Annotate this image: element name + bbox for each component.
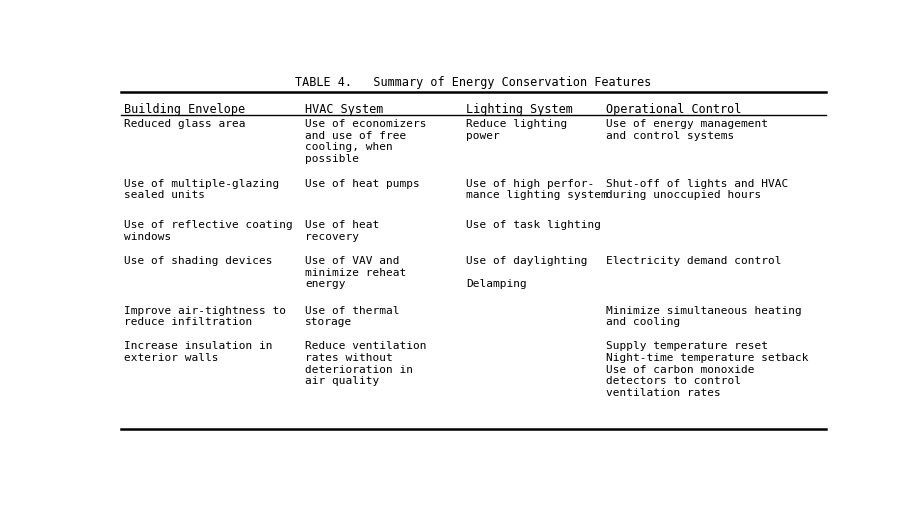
- Text: Lighting System: Lighting System: [467, 104, 573, 116]
- Text: Use of high perfor-
mance lighting system: Use of high perfor- mance lighting syste…: [467, 179, 608, 200]
- Text: Use of thermal
storage: Use of thermal storage: [305, 306, 400, 327]
- Text: Use of VAV and
minimize reheat
energy: Use of VAV and minimize reheat energy: [305, 256, 407, 289]
- Text: Increase insulation in
exterior walls: Increase insulation in exterior walls: [124, 341, 273, 363]
- Text: Operational Control: Operational Control: [606, 104, 741, 116]
- Text: Minimize simultaneous heating
and cooling: Minimize simultaneous heating and coolin…: [606, 306, 802, 327]
- Text: Shut-off of lights and HVAC
during unoccupied hours: Shut-off of lights and HVAC during unocc…: [606, 179, 788, 200]
- Text: Use of energy management
and control systems: Use of energy management and control sys…: [606, 119, 768, 141]
- Text: Reduce ventilation
rates without
deterioration in
air quality: Reduce ventilation rates without deterio…: [305, 341, 427, 386]
- Text: HVAC System: HVAC System: [305, 104, 383, 116]
- Text: TABLE 4.   Summary of Energy Conservation Features: TABLE 4. Summary of Energy Conservation …: [296, 76, 651, 89]
- Text: Use of economizers
and use of free
cooling, when
possible: Use of economizers and use of free cooli…: [305, 119, 427, 164]
- Text: Use of shading devices: Use of shading devices: [124, 256, 273, 266]
- Text: Use of multiple-glazing
sealed units: Use of multiple-glazing sealed units: [124, 179, 279, 200]
- Text: Use of reflective coating
windows: Use of reflective coating windows: [124, 220, 293, 242]
- Text: Use of heat
recovery: Use of heat recovery: [305, 220, 380, 242]
- Text: Reduced glass area: Reduced glass area: [124, 119, 246, 129]
- Text: Improve air-tightness to
reduce infiltration: Improve air-tightness to reduce infiltra…: [124, 306, 286, 327]
- Text: Building Envelope: Building Envelope: [124, 104, 245, 116]
- Text: Reduce lighting
power: Reduce lighting power: [467, 119, 567, 141]
- Text: Use of task lighting: Use of task lighting: [467, 220, 602, 230]
- Text: Use of daylighting

Delamping: Use of daylighting Delamping: [467, 256, 588, 289]
- Text: Electricity demand control: Electricity demand control: [606, 256, 782, 266]
- Text: Supply temperature reset
Night-time temperature setback
Use of carbon monoxide
d: Supply temperature reset Night-time temp…: [606, 341, 808, 398]
- Text: Use of heat pumps: Use of heat pumps: [305, 179, 420, 189]
